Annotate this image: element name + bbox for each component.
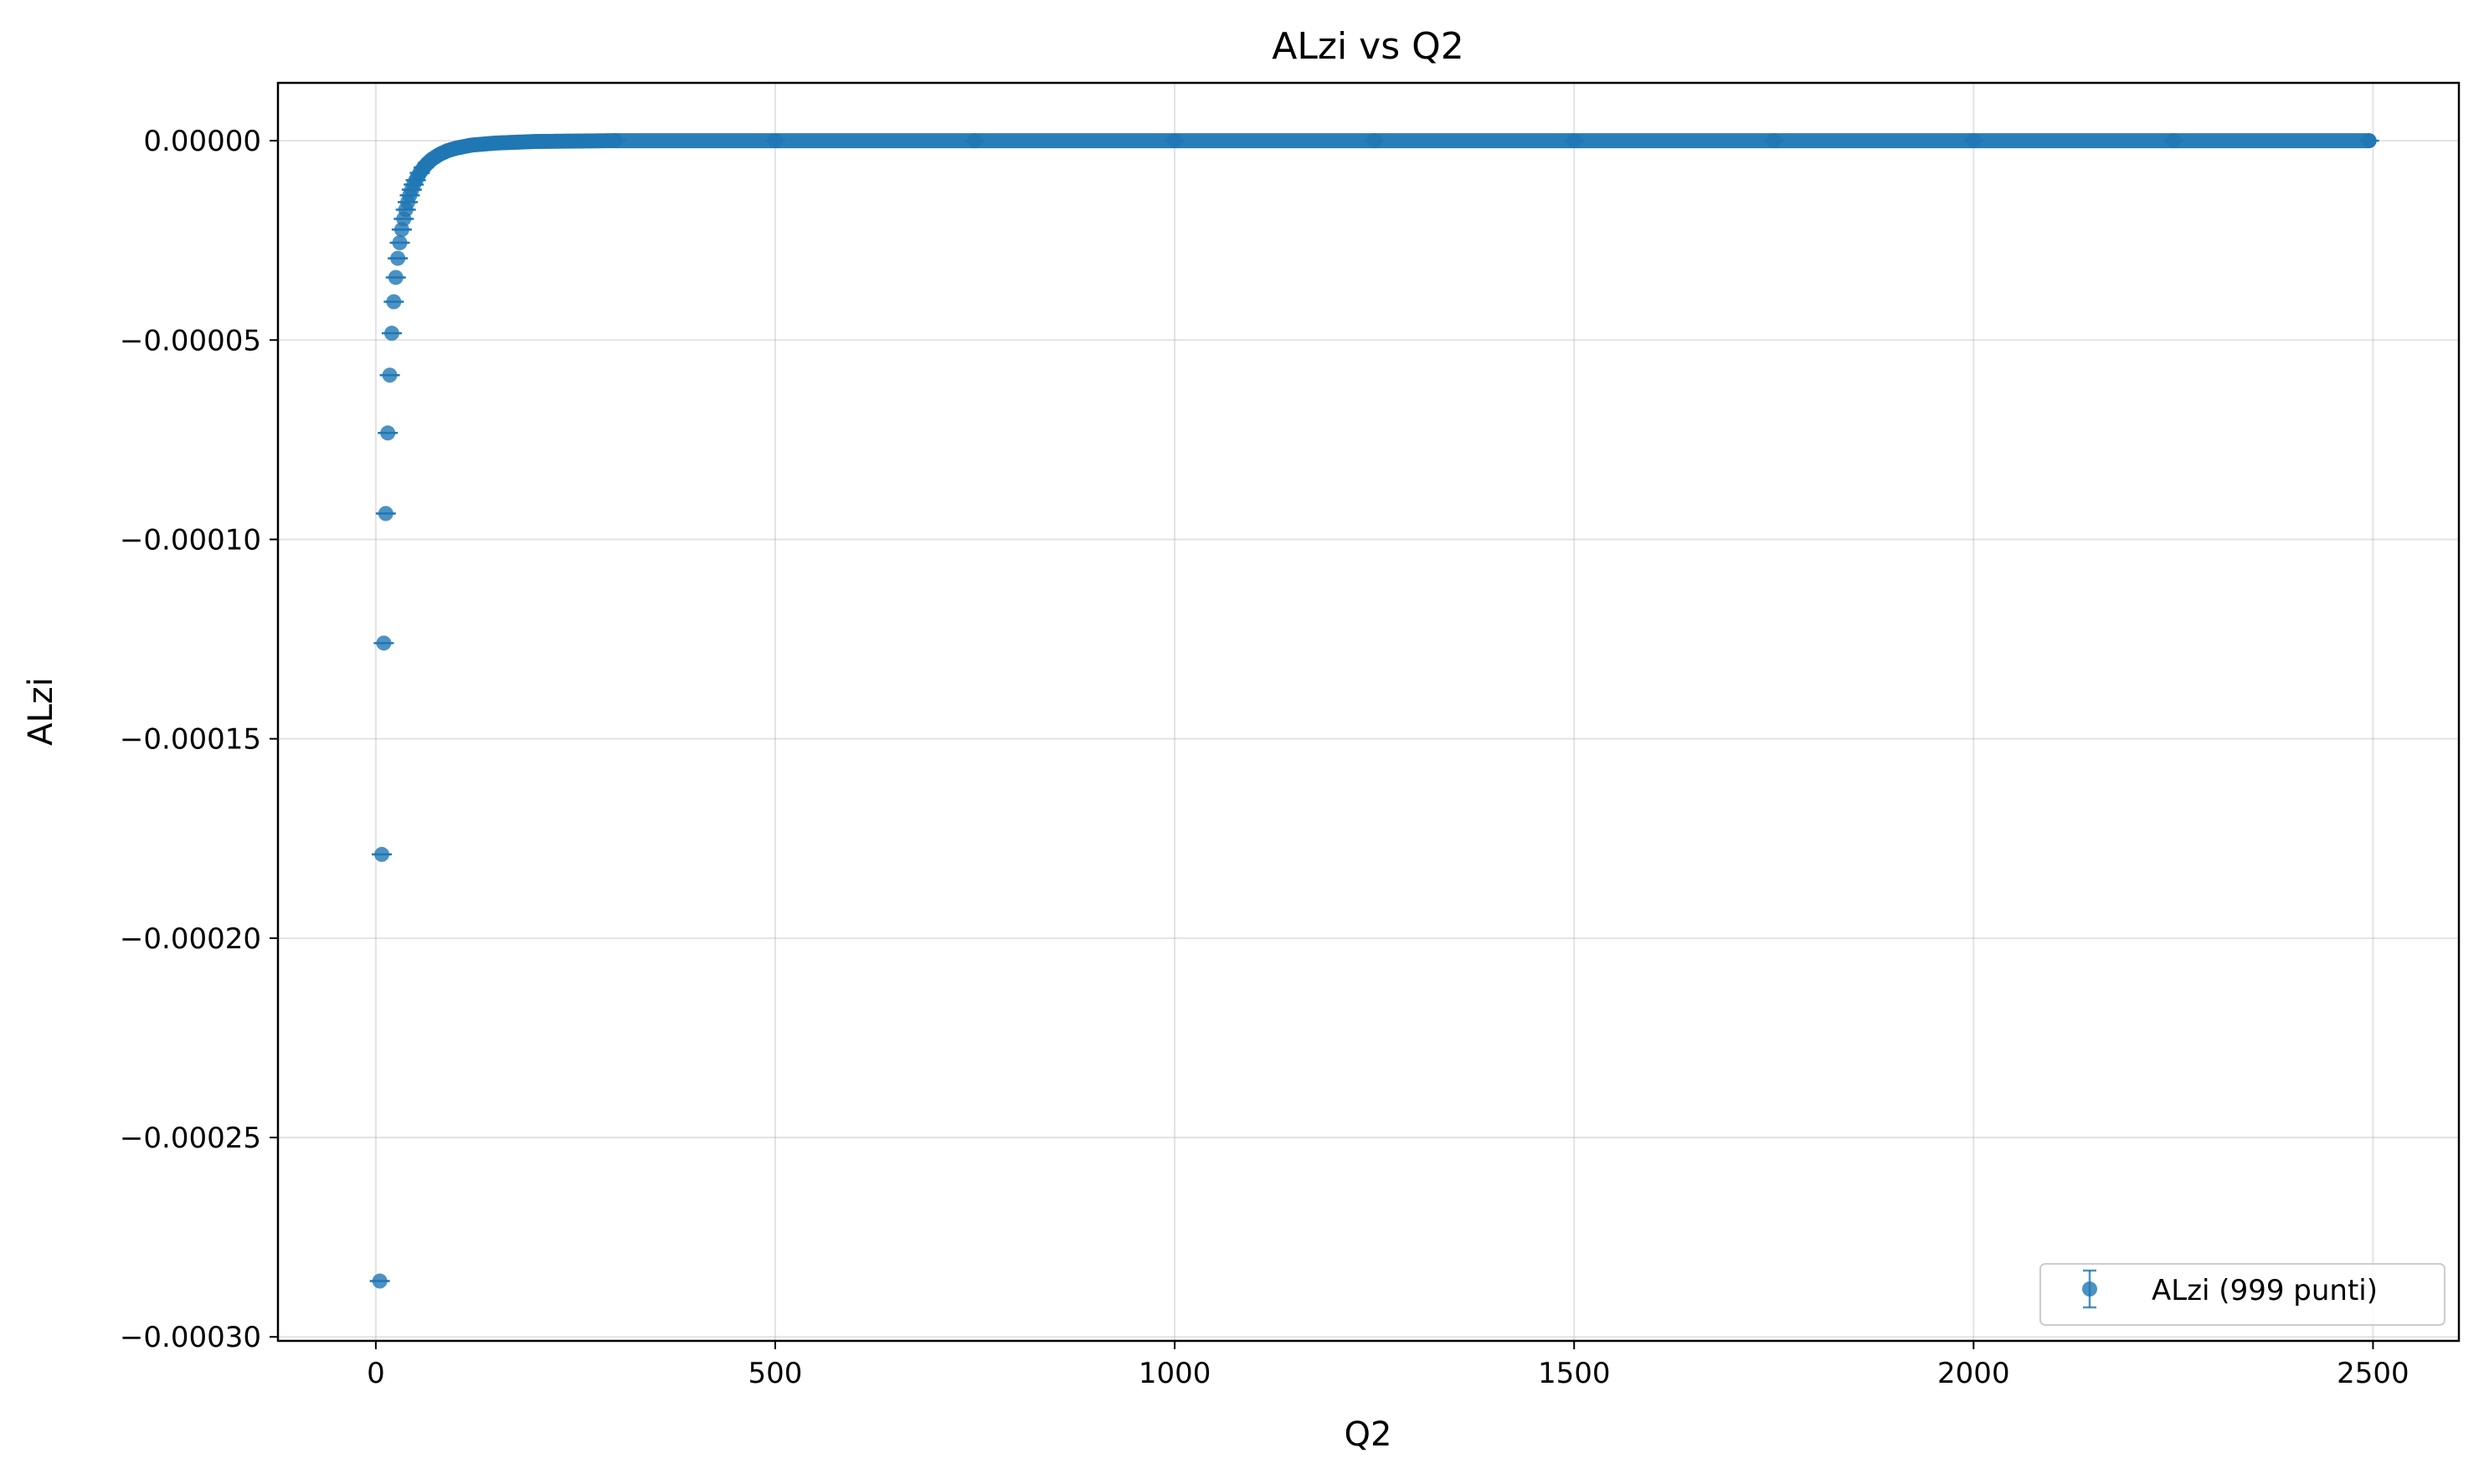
legend-label: ALzi (999 punti) bbox=[2152, 1274, 2378, 1307]
data-marker bbox=[378, 506, 393, 521]
data-point bbox=[381, 326, 402, 341]
legend-box bbox=[2039, 1263, 2445, 1326]
data-marker bbox=[1766, 133, 1782, 149]
data-marker bbox=[382, 367, 398, 383]
y-tick-label: −0.00015 bbox=[120, 723, 261, 757]
data-marker bbox=[392, 235, 408, 251]
data-marker bbox=[568, 133, 584, 149]
data-point bbox=[1763, 133, 1784, 149]
data-marker bbox=[1366, 133, 1382, 149]
data-point bbox=[1963, 133, 1984, 149]
x-axis-label: Q2 bbox=[1345, 1415, 1392, 1454]
x-tick-label: 1500 bbox=[1538, 1357, 1611, 1390]
data-point bbox=[373, 635, 394, 651]
data-marker bbox=[390, 250, 406, 266]
data-point bbox=[1165, 133, 1185, 149]
data-marker bbox=[383, 326, 399, 341]
data-marker bbox=[1167, 133, 1183, 149]
data-point bbox=[461, 137, 482, 153]
y-axis-label: ALzi bbox=[22, 677, 60, 746]
data-point bbox=[388, 250, 409, 266]
y-tick-label: −0.00030 bbox=[120, 1321, 261, 1354]
grid bbox=[278, 83, 2459, 1341]
data-point bbox=[385, 270, 406, 285]
legend-marker-icon bbox=[2082, 1269, 2097, 1309]
x-tick-label: 2000 bbox=[1937, 1357, 2010, 1390]
data-point bbox=[964, 133, 985, 149]
data-marker bbox=[1566, 133, 1582, 149]
data-marker bbox=[374, 846, 390, 862]
data-marker bbox=[448, 141, 464, 157]
x-tick-label: 0 bbox=[367, 1357, 385, 1390]
data-point bbox=[565, 133, 586, 149]
data-point bbox=[764, 133, 785, 149]
data-point bbox=[375, 506, 396, 521]
y-tick-label: −0.00020 bbox=[120, 922, 261, 956]
data-point bbox=[1564, 133, 1585, 149]
data-point bbox=[369, 1273, 390, 1289]
y-tick-label: −0.00025 bbox=[120, 1122, 261, 1155]
data-marker bbox=[527, 134, 543, 150]
x-tick-label: 1000 bbox=[1139, 1357, 1211, 1390]
data-point bbox=[389, 235, 410, 251]
data-point bbox=[605, 133, 626, 149]
data-marker bbox=[380, 425, 396, 441]
x-tick-label: 2500 bbox=[2337, 1357, 2409, 1390]
chart-title: ALzi vs Q2 bbox=[1272, 25, 1464, 68]
data-point bbox=[372, 846, 393, 862]
data-point bbox=[525, 134, 546, 150]
ticks: 0 500 1000 1500 2000 2500 0.00000 −0.00005 −0.00… bbox=[120, 125, 2409, 1390]
x-tick-label: 500 bbox=[748, 1357, 803, 1390]
data-marker bbox=[464, 137, 480, 153]
data-marker bbox=[372, 1273, 388, 1289]
data-point bbox=[486, 135, 507, 151]
data-point bbox=[378, 425, 399, 441]
data-marker bbox=[1966, 133, 1982, 149]
data-marker bbox=[2361, 133, 2377, 149]
data-marker bbox=[376, 635, 392, 651]
data-point bbox=[1364, 133, 1385, 149]
data-point bbox=[383, 294, 404, 310]
data-marker bbox=[386, 294, 402, 310]
y-tick-label: −0.00005 bbox=[120, 324, 261, 357]
data-point bbox=[379, 367, 400, 383]
data-marker bbox=[967, 133, 983, 149]
y-tick-label: 0.00000 bbox=[143, 125, 261, 158]
data-marker bbox=[2165, 133, 2181, 149]
data-point bbox=[445, 141, 466, 157]
data-marker bbox=[608, 133, 624, 149]
data-marker bbox=[488, 135, 504, 151]
data-point bbox=[2358, 133, 2379, 149]
data-marker bbox=[767, 133, 783, 149]
axes-frame bbox=[276, 81, 2461, 1343]
y-tick-label: −0.00010 bbox=[120, 523, 261, 557]
data-point bbox=[2163, 133, 2183, 149]
data-layer bbox=[369, 133, 2379, 1289]
legend: ALzi (999 punti) bbox=[2039, 1263, 2445, 1326]
data-marker bbox=[388, 270, 404, 285]
